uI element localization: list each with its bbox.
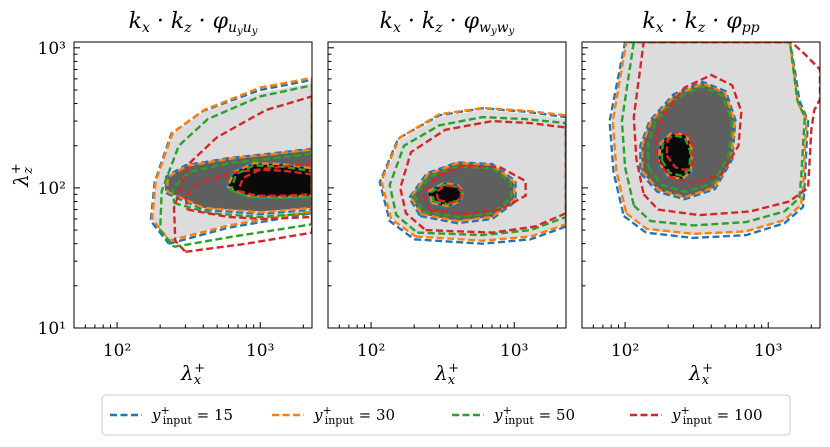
- panel-2: 10² 10³ kx · kz · φwywy λx+: [327, 9, 567, 388]
- contour-line-series-4-level-3: [665, 130, 695, 172]
- contour-line-series-1-level-2: [639, 80, 737, 201]
- legend-label: y+ input = 30: [313, 404, 395, 427]
- contour-line-series-1-level-1: [608, 42, 810, 240]
- contour-line-series-1-level-1: [378, 107, 566, 245]
- contour-line-series-2-level-1: [611, 42, 808, 235]
- x-tick-label: 10²: [357, 341, 385, 361]
- contour-line-series-4-level-1: [632, 42, 820, 217]
- contour-line-series-3-level-2: [413, 165, 513, 219]
- legend-label: y+ input = 15: [151, 404, 233, 427]
- filled-contour-high: [658, 132, 693, 180]
- panel-3: 10² 10³ kx · kz · φpp λx+: [581, 9, 821, 388]
- contour-line-series-3-level-1: [388, 115, 566, 237]
- contour-line-series-1-level-2: [164, 147, 312, 216]
- panel-title: kx · kz · φuyuy: [129, 9, 258, 37]
- contour-line-series-2-level-2: [641, 82, 736, 199]
- panel-title: kx · kz · φpp: [642, 9, 759, 36]
- legend-box: [101, 394, 791, 436]
- contour-line-series-3-level-1: [620, 42, 806, 227]
- contour-line-series-2-level-2: [166, 148, 312, 214]
- legend-label: y+ input = 50: [493, 404, 575, 427]
- y-tick-label: 10¹: [38, 319, 66, 339]
- contour-line-series-1-level-3: [425, 180, 466, 210]
- x-tick-label: 10³: [500, 341, 528, 361]
- plot-area: [378, 106, 566, 245]
- x-axis-label: λx+: [180, 361, 205, 388]
- legend: y+ input = 15 y+ input = 30 y+ input = 50 y+ in…: [101, 394, 791, 436]
- x-tick-label: 10³: [246, 341, 274, 361]
- axes-frame: [327, 41, 567, 329]
- x-tick-label: 10³: [754, 341, 782, 361]
- contour-line-series-2-level-2: [409, 162, 516, 223]
- axes-frame: [581, 41, 821, 329]
- contour-line-series-4-level-2: [421, 164, 527, 216]
- panel-1: 10² 10³ 10¹ 10² 10³ kx · kz · φuyuy λx+ λz+: [9, 9, 313, 388]
- x-tick-label: 10²: [611, 341, 639, 361]
- x-axis-label: λx+: [688, 361, 713, 388]
- y-tick-label: 10²: [38, 179, 66, 199]
- contour-line-series-4-level-3: [435, 184, 464, 205]
- x-tick-label: 10²: [103, 341, 131, 361]
- contour-line-series-3-level-2: [647, 85, 734, 193]
- contour-line-series-4-level-1: [399, 119, 566, 234]
- plot-area: [608, 42, 820, 240]
- y-axis-label: λz+: [9, 163, 36, 187]
- contour-line-series-3-level-1: [159, 84, 312, 248]
- y-tick-label: 10³: [38, 39, 66, 59]
- contour-line-series-4-level-3: [236, 168, 312, 197]
- contour-line-series-2-level-1: [151, 76, 312, 242]
- x-axis-label: λx+: [434, 361, 459, 388]
- contour-line-series-2-level-1: [380, 106, 566, 242]
- contour-line-series-1-level-1: [149, 78, 312, 245]
- plot-area: [149, 76, 312, 253]
- contour-line-series-4-level-2: [655, 73, 743, 185]
- panel-title: kx · kz · φwywy: [380, 9, 515, 37]
- legend-label: y+ input = 100: [671, 404, 763, 427]
- axes-frame: [73, 41, 313, 329]
- contour-line-series-3-level-3: [229, 164, 312, 199]
- contour-line-series-3-level-3: [660, 133, 692, 177]
- contour-line-series-4-level-1: [172, 95, 312, 253]
